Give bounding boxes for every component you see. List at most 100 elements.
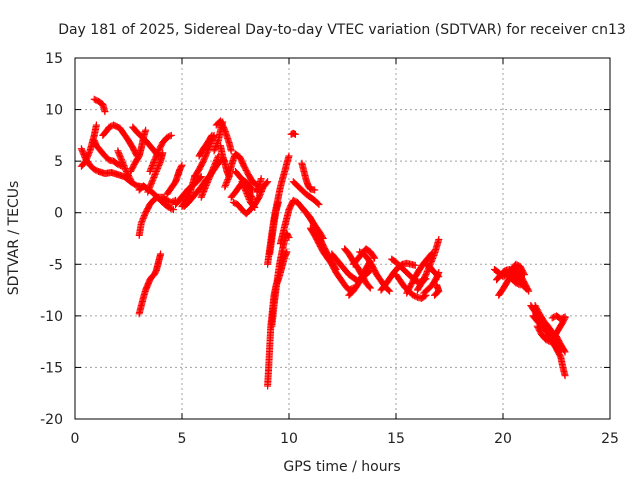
data-point [223,177,231,185]
data-point [150,159,158,167]
x-tick-label: 15 [387,431,405,447]
data-point [200,187,208,195]
data-point [243,191,251,199]
data-point [521,284,529,292]
data-point [241,185,249,193]
data-point [140,213,148,221]
data-point [147,179,155,187]
data-point [166,132,174,140]
data-point [142,126,150,134]
data-point [435,273,443,281]
axis-ticks [74,57,611,420]
data-point [203,180,211,188]
data-point [117,154,125,162]
data-point [291,130,299,138]
data-point [138,218,146,226]
data-point [211,159,219,167]
data-point [139,215,147,223]
data-point [154,163,162,171]
data-point [148,163,156,171]
data-point [244,193,252,201]
data-point [201,184,209,192]
data-point [561,348,569,356]
data-point [140,212,148,220]
data-point [314,199,322,207]
data-point [197,193,205,201]
x-tick-label: 0 [71,431,80,447]
y-tick-label: -10 [40,309,63,325]
data-point [555,348,563,356]
data-point [385,286,393,294]
data-point [197,173,205,181]
y-tick-label: 0 [54,206,63,222]
data-point [285,233,293,241]
data-point [209,165,217,173]
data-point [201,153,209,161]
data-point [79,148,87,156]
data-point [150,157,158,165]
data-point [152,169,160,177]
data-point [114,148,122,156]
data-point [199,189,207,197]
data-point [428,256,436,264]
data-point [515,280,523,288]
data-point [212,142,220,150]
data-point [311,186,319,194]
data-point [155,160,163,168]
data-point [423,268,431,276]
data-point [284,232,292,240]
data-point [117,156,125,164]
data-point [82,157,90,165]
data-point [151,170,159,178]
data-point [435,236,443,244]
data-point [92,121,100,129]
data-point [222,180,230,188]
data-point [561,313,569,321]
data-point [199,157,207,165]
data-point [77,145,85,153]
data-point [240,182,248,190]
data-point [429,253,437,261]
data-point [82,156,90,164]
data-point [211,161,219,169]
data-point [366,284,374,292]
data-point [245,194,253,202]
data-point [264,178,272,186]
data-point [119,160,127,168]
data-point [315,200,323,208]
data-point [147,166,155,174]
data-point [208,168,216,176]
plot-frame [74,57,611,420]
data-point [198,190,206,198]
data-point [221,183,229,191]
data-point [386,287,394,295]
data-point [148,162,156,170]
data-point [561,372,569,380]
data-point [200,156,208,164]
data-point [78,146,86,154]
data-point [245,195,253,203]
data-point [238,178,246,186]
data-point [242,188,250,196]
data-point [239,181,247,189]
data-point [152,167,160,175]
data-point [251,204,259,212]
data-point [554,347,562,355]
x-tick-label: 10 [280,431,298,447]
data-point [224,174,232,182]
data-point [211,144,219,152]
data-point [365,283,373,291]
data-point [120,162,128,170]
data-point [202,151,210,159]
data-point [204,177,212,185]
data-point [150,173,158,181]
data-point [433,281,441,289]
data-point [147,165,155,173]
data-point [85,150,93,158]
data-point [121,163,129,171]
data-point [256,192,264,200]
data-point [213,141,221,149]
data-point [200,186,208,194]
data-point [118,157,126,165]
